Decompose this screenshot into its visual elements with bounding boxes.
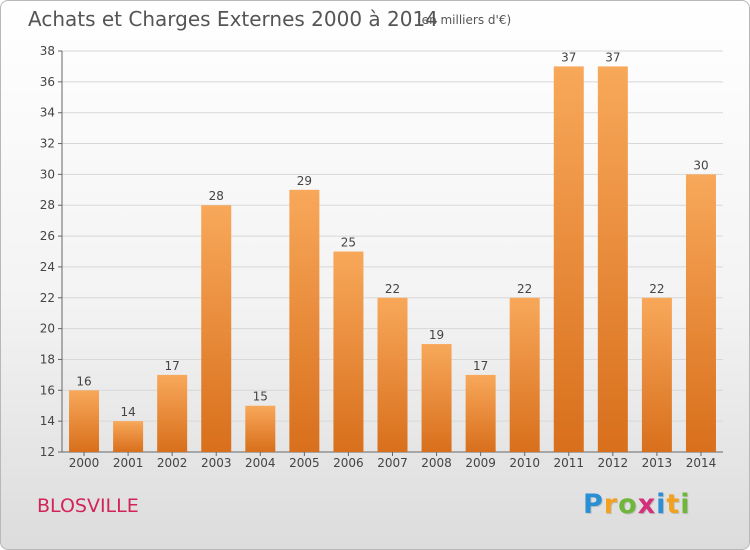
logo-letter: x bbox=[637, 489, 657, 520]
data-label-2004: 15 bbox=[253, 390, 268, 404]
data-label-2006: 25 bbox=[341, 236, 356, 250]
y-tick-label: 18 bbox=[40, 352, 55, 366]
data-label-2009: 17 bbox=[473, 359, 488, 373]
x-tick-label-2009: 2009 bbox=[465, 456, 496, 470]
x-tick-label-2011: 2011 bbox=[553, 456, 584, 470]
logo-letter: t bbox=[666, 489, 681, 520]
bar-2003 bbox=[201, 205, 232, 452]
y-tick-label: 16 bbox=[40, 383, 55, 397]
y-tick-label: 36 bbox=[40, 75, 55, 89]
x-tick-label-2010: 2010 bbox=[509, 456, 540, 470]
y-tick-label: 14 bbox=[40, 414, 55, 428]
x-tick-label-2013: 2013 bbox=[642, 456, 673, 470]
logo-letter: r bbox=[603, 489, 619, 520]
bar-2002 bbox=[157, 374, 188, 452]
bar-2000 bbox=[69, 390, 100, 452]
data-label-2013: 22 bbox=[649, 282, 664, 296]
y-tick-label: 28 bbox=[40, 198, 55, 212]
logo-letter: P bbox=[583, 489, 604, 520]
x-tick-label-2000: 2000 bbox=[69, 456, 100, 470]
data-label-2007: 22 bbox=[385, 282, 400, 296]
data-label-2011: 37 bbox=[561, 50, 576, 64]
proxiti-logo: Proxiti bbox=[583, 489, 691, 520]
bar-2005 bbox=[289, 189, 320, 453]
data-label-2010: 22 bbox=[517, 282, 532, 296]
bar-2009 bbox=[465, 374, 496, 452]
x-tick-label-2014: 2014 bbox=[686, 456, 717, 470]
data-label-2005: 29 bbox=[297, 174, 312, 188]
bar-2012 bbox=[597, 66, 628, 452]
data-labels: 16 14 17 28 15 29 25 22 19 17 22 37 37 22 30 bbox=[76, 50, 708, 419]
x-tick-label-2001: 2001 bbox=[113, 456, 144, 470]
x-tick-label-2008: 2008 bbox=[421, 456, 452, 470]
bar-2011 bbox=[553, 66, 584, 452]
y-tick-label: 30 bbox=[40, 167, 55, 181]
x-tick-label-2007: 2007 bbox=[377, 456, 408, 470]
x-tick-label-2004: 2004 bbox=[245, 456, 276, 470]
y-tick-label: 20 bbox=[40, 322, 55, 336]
bars bbox=[69, 66, 716, 453]
y-tick-label: 26 bbox=[40, 229, 55, 243]
y-tick-label: 34 bbox=[40, 106, 55, 120]
x-tick-label-2002: 2002 bbox=[157, 456, 188, 470]
x-tick-label-2005: 2005 bbox=[289, 456, 320, 470]
y-tick-label: 12 bbox=[40, 445, 55, 459]
y-tick-label: 24 bbox=[40, 260, 55, 274]
logo-letter: i bbox=[680, 489, 691, 520]
data-label-2002: 17 bbox=[165, 359, 180, 373]
data-label-2008: 19 bbox=[429, 328, 444, 342]
data-label-2012: 37 bbox=[605, 50, 620, 64]
x-tick-label-2006: 2006 bbox=[333, 456, 364, 470]
data-label-2000: 16 bbox=[76, 374, 91, 388]
chart-unit-note: (en milliers d'€) bbox=[417, 13, 512, 27]
logo-letter: i bbox=[656, 489, 667, 520]
x-tick-label-2003: 2003 bbox=[201, 456, 232, 470]
bar-2007 bbox=[377, 297, 408, 452]
bar-2013 bbox=[641, 297, 672, 452]
data-label-2001: 14 bbox=[120, 405, 135, 419]
commune-name: BLOSVILLE bbox=[37, 495, 139, 517]
bar-2010 bbox=[509, 297, 540, 452]
data-label-2014: 30 bbox=[693, 158, 708, 172]
bar-2006 bbox=[333, 251, 364, 452]
bar-2001 bbox=[113, 421, 144, 452]
logo-letter: o bbox=[618, 489, 638, 520]
data-label-2003: 28 bbox=[209, 189, 224, 203]
axes: 12 14 16 18 20 22 24 26 28 30 32 34 36 38 2000 2001 2002… bbox=[40, 44, 723, 470]
x-tick-label-2012: 2012 bbox=[598, 456, 629, 470]
bar-2014 bbox=[685, 174, 716, 452]
y-tick-label: 22 bbox=[40, 291, 55, 305]
bar-2004 bbox=[245, 405, 276, 452]
bar-2008 bbox=[421, 344, 452, 452]
chart-title: Achats et Charges Externes 2000 à 2014 bbox=[28, 7, 438, 31]
y-tick-label: 32 bbox=[40, 137, 55, 151]
y-tick-label: 38 bbox=[40, 44, 55, 58]
